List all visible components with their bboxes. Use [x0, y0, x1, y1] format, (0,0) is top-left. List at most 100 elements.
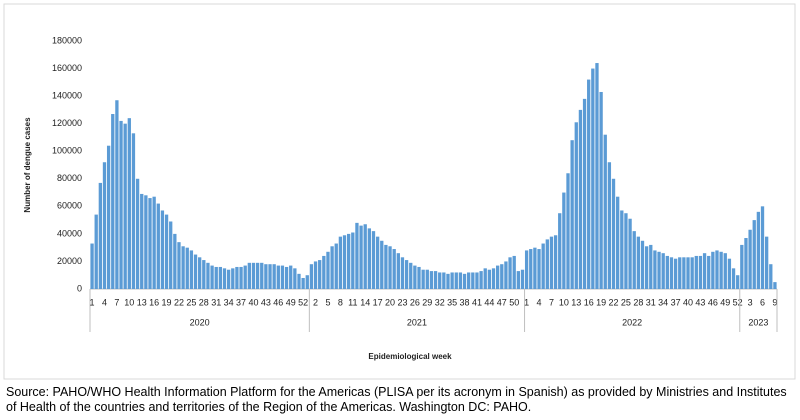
bar: [649, 244, 653, 289]
x-tick-label: 29: [422, 297, 432, 307]
x-tick-label: 19: [596, 297, 606, 307]
bar: [280, 265, 285, 289]
bar: [661, 253, 665, 289]
bar: [388, 246, 392, 289]
bar: [384, 244, 388, 289]
x-tick-label: 19: [162, 297, 172, 307]
bar: [442, 272, 446, 289]
bar: [702, 253, 707, 289]
group-label: 2023: [748, 317, 768, 327]
x-tick-label: 3: [748, 297, 753, 307]
bar: [690, 257, 694, 289]
bar: [309, 264, 314, 289]
chart: Number of dengue cases Epidemiological w…: [3, 3, 796, 380]
bar: [429, 271, 434, 289]
bar: [752, 220, 756, 289]
bar: [719, 251, 723, 289]
bar: [512, 255, 516, 289]
group-label: 2020: [190, 317, 210, 327]
x-tick-label: 31: [211, 297, 221, 307]
x-tick-label: 40: [248, 297, 258, 307]
x-tick-label: 46: [708, 297, 718, 307]
bar: [264, 264, 268, 289]
bar: [665, 255, 669, 289]
bar: [756, 211, 761, 289]
bar: [375, 236, 380, 289]
bar: [500, 264, 504, 289]
bar: [218, 266, 223, 289]
bar: [682, 257, 686, 289]
bar: [425, 269, 429, 289]
bar: [152, 196, 156, 289]
bar: [731, 268, 736, 289]
x-tick-label: 1: [90, 297, 95, 307]
chart-border: [3, 3, 796, 380]
bar: [711, 251, 715, 289]
bar: [727, 258, 732, 289]
bar: [760, 206, 765, 289]
bar: [94, 214, 98, 289]
bar: [467, 272, 471, 289]
x-tick-label: 34: [658, 297, 668, 307]
bar: [251, 262, 256, 289]
bar: [210, 265, 214, 289]
bar: [214, 266, 218, 289]
bar: [243, 265, 247, 289]
bar: [653, 250, 657, 289]
bar: [367, 228, 372, 289]
x-tick-label: 40: [683, 297, 693, 307]
x-tick-label: 7: [549, 297, 554, 307]
bar: [338, 236, 343, 289]
bar: [371, 231, 376, 289]
y-tick-label: 180000: [52, 35, 82, 45]
x-tick-label: 49: [286, 297, 296, 307]
bar: [607, 162, 612, 289]
bar: [272, 264, 276, 289]
bar: [603, 134, 607, 289]
bar: [392, 249, 396, 289]
bar: [198, 257, 202, 289]
bar: [644, 246, 649, 289]
bar: [276, 265, 280, 289]
bar: [462, 273, 467, 289]
bar: [458, 272, 463, 289]
bar: [524, 250, 529, 289]
bar: [537, 249, 541, 289]
x-tick-label: 1: [524, 297, 529, 307]
bar: [260, 262, 264, 289]
bar: [119, 120, 123, 290]
y-tick-label: 140000: [52, 90, 82, 100]
bar: [359, 225, 363, 289]
bar: [595, 63, 599, 289]
bar: [599, 91, 603, 289]
bar: [574, 122, 578, 290]
bar: [748, 229, 752, 289]
bar: [247, 262, 251, 289]
y-tick-label: 20000: [57, 256, 82, 266]
x-tick-label: 52: [298, 297, 308, 307]
bar: [446, 273, 450, 289]
x-tick-label: 20: [385, 297, 395, 307]
bar: [620, 210, 624, 289]
bar: [169, 221, 173, 289]
x-tick-label: 22: [609, 297, 619, 307]
bar: [380, 240, 384, 289]
bar: [148, 198, 152, 289]
bar: [433, 271, 438, 289]
bar: [487, 269, 492, 289]
bar: [293, 268, 297, 289]
bar: [495, 265, 500, 289]
bar: [363, 224, 367, 289]
bar: [582, 98, 587, 289]
bar: [740, 244, 744, 289]
x-tick-label: 17: [373, 297, 383, 307]
x-axis-title: Epidemiological week: [368, 352, 452, 361]
x-tick-label: 13: [571, 297, 581, 307]
bar: [318, 260, 322, 289]
x-tick-label: 28: [633, 297, 643, 307]
bar: [164, 214, 169, 289]
bar: [657, 251, 661, 289]
bar: [297, 273, 301, 289]
bar: [226, 269, 231, 289]
